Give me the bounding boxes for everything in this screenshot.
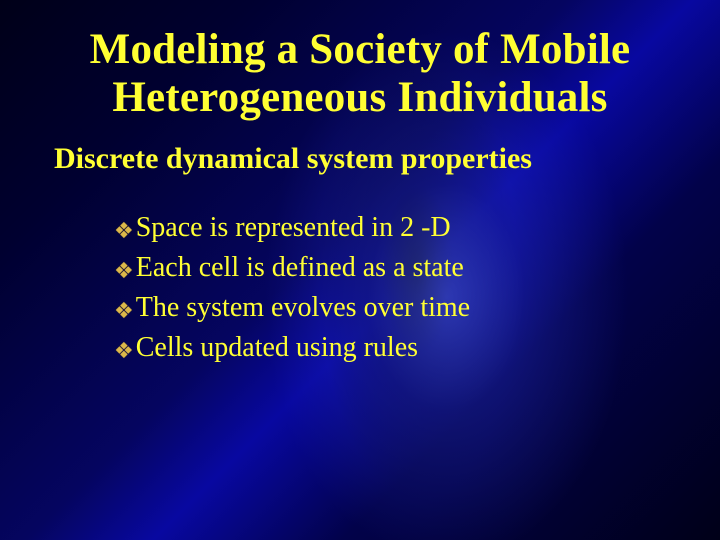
- list-item: ❖ Each cell is defined as a state: [114, 250, 670, 286]
- diamond-bullet-icon: ❖: [114, 260, 134, 282]
- bullet-text: Cells updated using rules: [136, 330, 418, 366]
- bullet-text: Each cell is defined as a state: [136, 250, 464, 286]
- slide-title: Modeling a Society of Mobile Heterogeneo…: [50, 26, 670, 122]
- bullet-list: ❖ Space is represented in 2 -D ❖ Each ce…: [114, 210, 670, 365]
- list-item: ❖ Cells updated using rules: [114, 330, 670, 366]
- bullet-text: The system evolves over time: [136, 290, 470, 326]
- list-item: ❖ Space is represented in 2 -D: [114, 210, 670, 246]
- list-item: ❖ The system evolves over time: [114, 290, 670, 326]
- diamond-bullet-icon: ❖: [114, 220, 134, 242]
- slide-subtitle: Discrete dynamical system properties: [54, 142, 670, 176]
- slide: Modeling a Society of Mobile Heterogeneo…: [0, 0, 720, 540]
- diamond-bullet-icon: ❖: [114, 300, 134, 322]
- bullet-text: Space is represented in 2 -D: [136, 210, 451, 246]
- diamond-bullet-icon: ❖: [114, 340, 134, 362]
